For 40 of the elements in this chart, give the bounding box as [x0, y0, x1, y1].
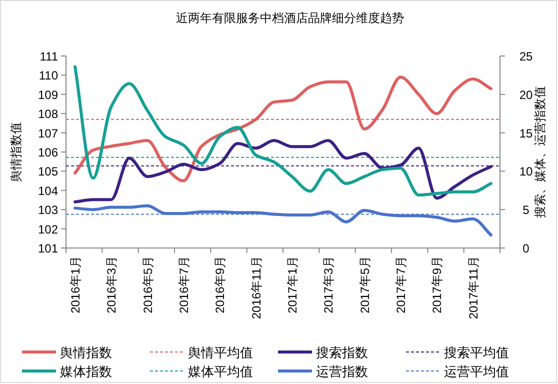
- y2-tick-label: 0: [522, 242, 530, 256]
- legend-label: 舆情平均值: [188, 345, 253, 360]
- legend-label: 媒体指数: [60, 364, 112, 379]
- x-tick-label: 2016年5月: [140, 256, 155, 314]
- legend-label: 搜索指数: [316, 345, 368, 360]
- x-tick-label: 2017年11月: [466, 256, 480, 320]
- y-tick-label: 105: [38, 164, 58, 179]
- y-tick-label: 109: [38, 88, 58, 102]
- y-tick-label: 108: [38, 107, 58, 122]
- legend-label: 运营指数: [316, 364, 368, 379]
- x-tick-label: 2017年7月: [394, 256, 408, 314]
- y2-tick-label: 10: [519, 164, 533, 179]
- y2-tick-label: 5: [522, 203, 530, 218]
- x-tick-label: 2017年3月: [322, 256, 336, 314]
- y-tick-label: 110: [38, 68, 58, 83]
- y2-tick-label: 15: [519, 126, 533, 140]
- chart-title: 近两年有限服务中档酒店品牌细分维度趋势: [176, 11, 404, 25]
- legend-label: 搜索平均值: [444, 345, 509, 360]
- y-tick-label: 102: [38, 222, 58, 236]
- legend-label: 舆情指数: [60, 345, 112, 360]
- y-tick-label: 103: [38, 203, 58, 218]
- x-tick-label: 2016年3月: [104, 256, 119, 314]
- x-tick-label: 2017年5月: [358, 256, 372, 314]
- y-tick-label: 111: [40, 50, 58, 64]
- x-tick-label: 2016年7月: [177, 256, 192, 314]
- y-tick-label: 106: [38, 146, 58, 160]
- y-tick-label: 104: [38, 184, 58, 198]
- y-tick-label: 107: [38, 126, 58, 140]
- x-tick-label: 2017年1月: [286, 256, 300, 314]
- legend-label: 媒体平均值: [188, 364, 253, 379]
- y-tick-label: 101: [38, 242, 58, 256]
- x-tick-label: 2016年9月: [213, 256, 228, 314]
- legend-label: 运营平均值: [444, 364, 509, 379]
- x-tick-label: 2017年9月: [430, 256, 444, 314]
- y-axis-title: 舆情指数值: [9, 122, 23, 182]
- x-tick-label: 2016年11月: [249, 256, 264, 320]
- x-tick-label: 2016年1月: [68, 256, 83, 314]
- y2-axis-title: 搜索、媒体、运营指数值: [533, 86, 547, 218]
- y2-tick-label: 25: [519, 50, 533, 64]
- y2-tick-label: 20: [519, 88, 533, 102]
